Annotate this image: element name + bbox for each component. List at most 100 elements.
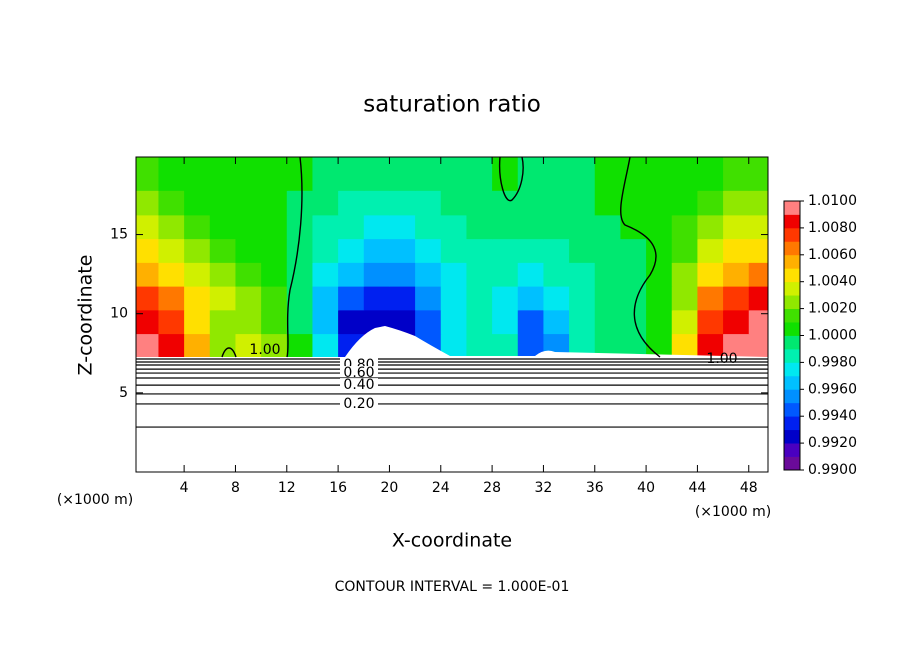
field-cell xyxy=(338,238,365,263)
colorbar-band xyxy=(784,402,800,417)
contour-line xyxy=(498,157,524,202)
field-cell xyxy=(184,286,211,311)
field-cell xyxy=(543,214,570,240)
field-cell xyxy=(338,214,365,240)
field-cell xyxy=(594,309,622,335)
field-cell xyxy=(235,190,262,216)
field-cell xyxy=(209,190,237,216)
field-cell xyxy=(748,157,768,191)
x-tick-label: 32 xyxy=(535,480,553,496)
field-cell xyxy=(261,214,288,240)
field-cell xyxy=(517,238,545,263)
colorbar-tick-label: 0.9900 xyxy=(808,462,857,478)
field-cell xyxy=(209,262,237,287)
field-cell xyxy=(184,309,211,335)
field-cell xyxy=(136,214,160,240)
field-cell xyxy=(594,262,622,287)
field-cell xyxy=(209,286,237,311)
field-cell xyxy=(620,214,647,240)
field-cell xyxy=(569,157,596,191)
field-cell xyxy=(338,309,365,335)
field-cell xyxy=(671,333,699,358)
field-cell xyxy=(338,262,365,287)
label-bg xyxy=(340,378,378,393)
plot-frame xyxy=(135,156,769,473)
field-cell xyxy=(723,214,750,240)
field-cell xyxy=(261,190,288,216)
field-cell xyxy=(466,190,493,216)
field-cell xyxy=(235,262,262,287)
field-cell xyxy=(543,190,570,216)
field-cell xyxy=(466,333,493,358)
x-tick-label: 28 xyxy=(483,480,501,496)
field-cell xyxy=(569,262,596,287)
colorbar-band xyxy=(784,375,800,390)
label-bg xyxy=(340,366,378,381)
field-cell xyxy=(517,157,545,191)
y-tick-label: 15 xyxy=(110,227,128,243)
field-cell xyxy=(671,190,699,216)
colorbar-band xyxy=(784,429,800,444)
field-cell xyxy=(671,238,699,263)
field-cell xyxy=(312,286,339,311)
field-cell xyxy=(671,286,699,311)
field-cell xyxy=(569,286,596,311)
colorbar-tick-label: 1.0060 xyxy=(808,247,857,263)
field-cell xyxy=(209,157,237,191)
colorbar-band xyxy=(784,456,800,471)
colorbar-band xyxy=(784,268,800,283)
field-cell xyxy=(312,238,339,263)
colorbar-tick-label: 1.0040 xyxy=(808,274,857,290)
field-cell xyxy=(389,238,416,263)
colorbar-band xyxy=(784,362,800,377)
field-cell xyxy=(492,238,519,263)
field-cell xyxy=(594,157,622,191)
field-cell xyxy=(440,190,468,216)
field-cell xyxy=(184,238,211,263)
field-cell xyxy=(697,214,724,240)
contour-label: 0.60 xyxy=(343,365,374,381)
field-cell xyxy=(594,214,622,240)
field-cell xyxy=(748,286,768,311)
field-cell xyxy=(312,190,339,216)
field-cell xyxy=(569,309,596,335)
field-cell xyxy=(415,262,442,287)
field-cell xyxy=(671,157,699,191)
colorbar-band xyxy=(784,201,800,215)
colorbar-tick-label: 1.0000 xyxy=(808,328,857,344)
field-cell xyxy=(466,214,493,240)
field-cell xyxy=(338,157,365,191)
x-tick-label: 16 xyxy=(329,480,347,496)
contour-label: 0.40 xyxy=(343,377,374,393)
colorbar-band xyxy=(784,348,800,363)
field-cell xyxy=(261,286,288,311)
field-cell xyxy=(158,262,185,287)
field-cell xyxy=(492,262,519,287)
field-cell xyxy=(136,238,160,263)
field-cell xyxy=(748,190,768,216)
contour-line xyxy=(221,347,237,358)
field-cell xyxy=(646,214,673,240)
field-cell xyxy=(415,238,442,263)
x-unit-label: (×1000 m) xyxy=(695,504,771,520)
field-cell xyxy=(697,238,724,263)
field-cell xyxy=(363,286,391,311)
field-cell xyxy=(569,214,596,240)
field-cell xyxy=(209,309,237,335)
field-cell xyxy=(569,190,596,216)
field-cell xyxy=(312,309,339,335)
field-cell xyxy=(440,309,468,335)
field-cell xyxy=(543,309,570,335)
field-cell xyxy=(723,262,750,287)
field-cell xyxy=(492,157,519,191)
field-cell xyxy=(261,309,288,335)
field-cell xyxy=(312,214,339,240)
field-cell xyxy=(158,309,185,335)
field-cell xyxy=(312,333,339,358)
x-tick-label: 8 xyxy=(231,480,240,496)
field-cell xyxy=(646,309,673,335)
field-cell xyxy=(492,309,519,335)
field-cell xyxy=(415,286,442,311)
label-bg xyxy=(340,396,378,411)
field-cell xyxy=(466,286,493,311)
